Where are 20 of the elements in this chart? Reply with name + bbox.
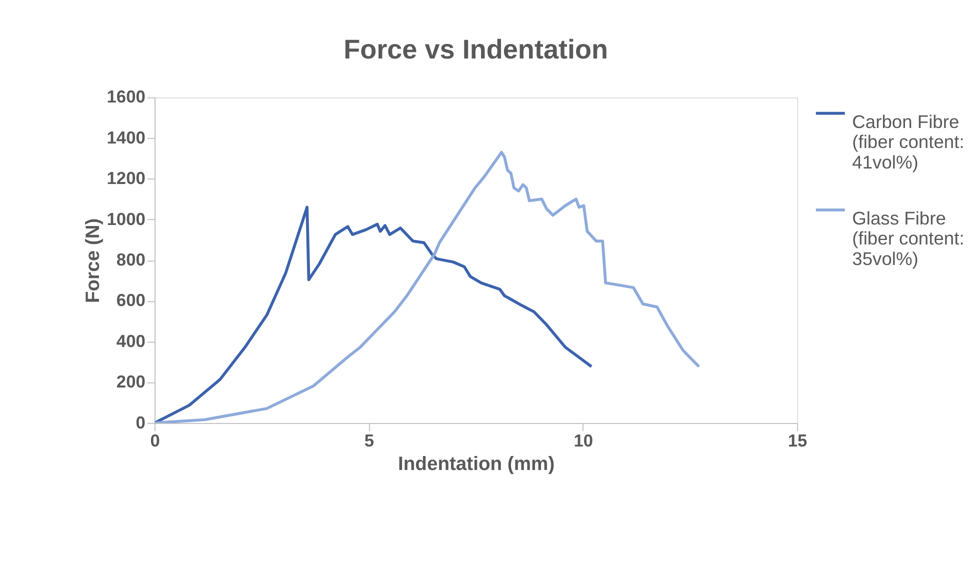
y-tick-label: 0: [136, 412, 146, 432]
y-tick-label: 600: [116, 290, 146, 310]
y-tick-label: 1600: [106, 86, 146, 107]
y-tick-label: 800: [116, 249, 146, 270]
y-tick-label: 1400: [106, 127, 146, 148]
y-tick-label: 400: [116, 330, 146, 351]
x-axis-title: Indentation (mm): [398, 454, 555, 475]
x-tick-label: 0: [150, 430, 160, 451]
line-series: [154, 150, 700, 423]
y-tick-label: 1200: [106, 168, 146, 188]
legend-label: Carbon Fibre (fiber content: 41vol%): [852, 110, 964, 172]
y-tick-label: 200: [116, 372, 146, 392]
x-tick-label: 15: [788, 430, 808, 451]
y-tick-label: 1000: [106, 208, 146, 229]
x-tick-label: 10: [574, 430, 594, 451]
line-series: [154, 206, 593, 423]
chart-title: Force vs Indentation: [344, 34, 608, 65]
legend-label: Glass Fibre (fiber content: 35vol%): [852, 207, 964, 269]
x-tick-label: 5: [364, 430, 374, 451]
y-axis-title: Force (N): [82, 218, 104, 304]
